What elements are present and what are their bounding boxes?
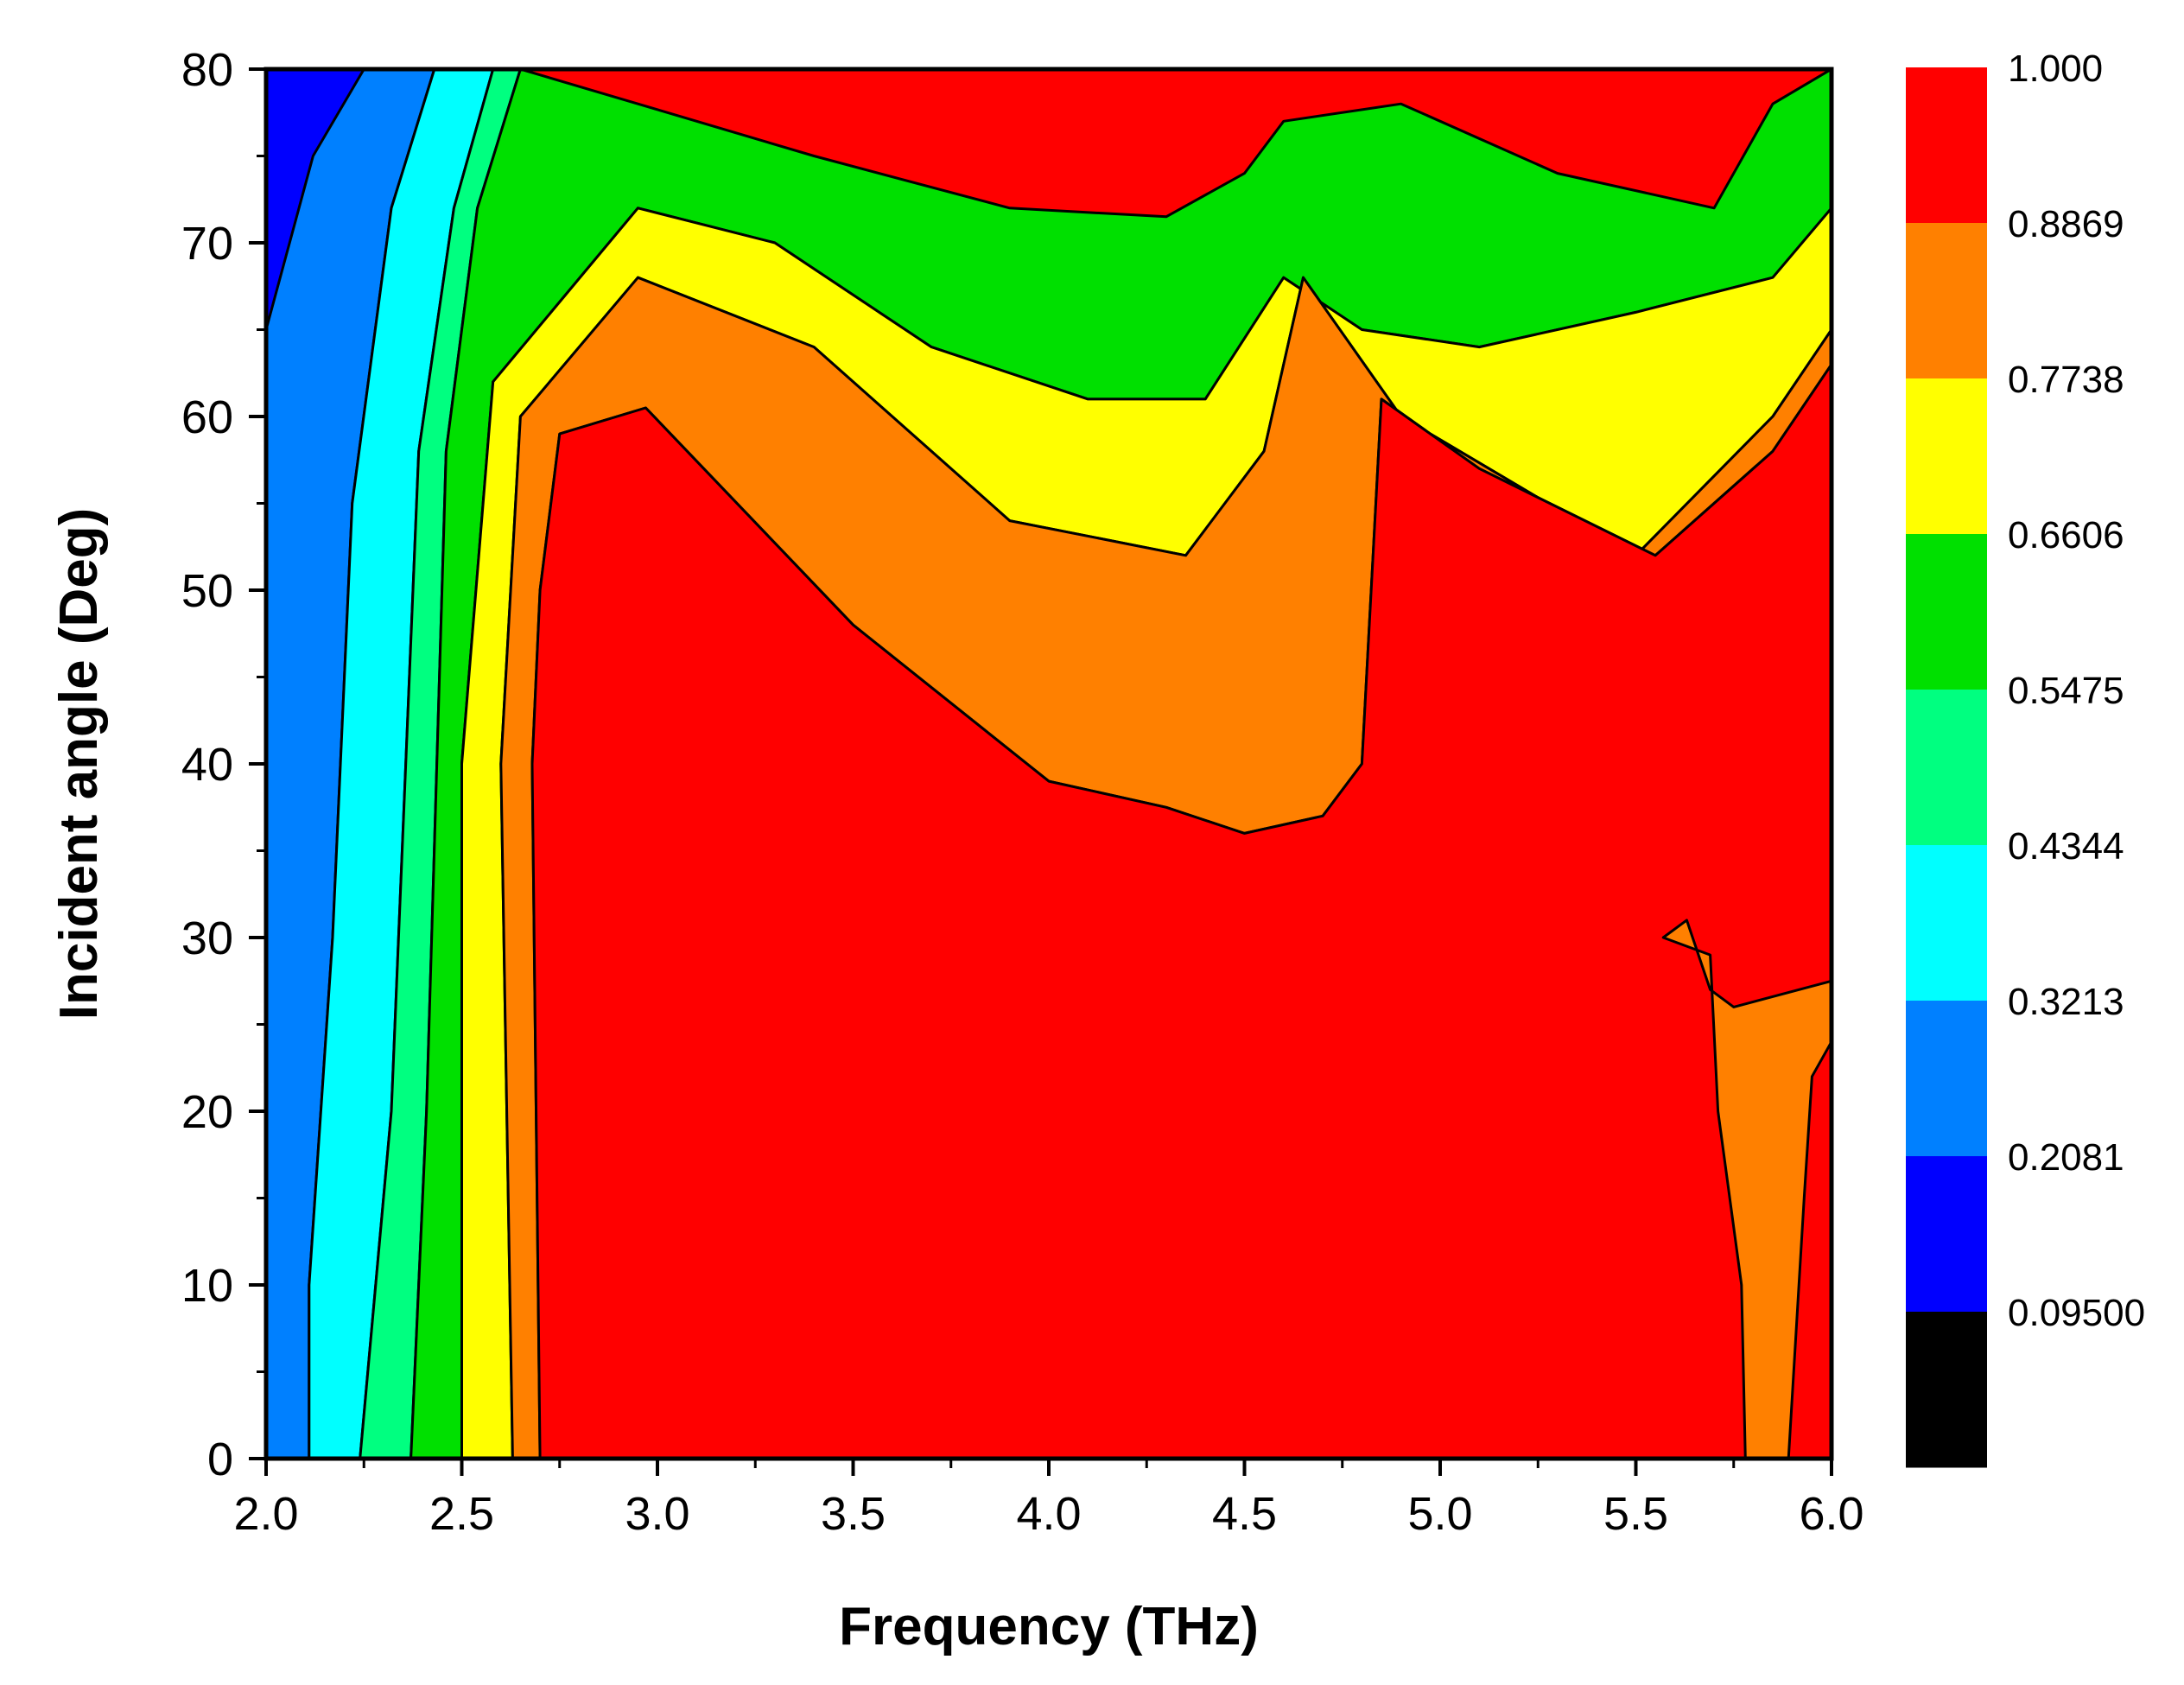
x-tick-label: 3.5 bbox=[821, 1488, 886, 1540]
y-tick-label: 50 bbox=[181, 565, 233, 617]
y-tick-label: 10 bbox=[181, 1260, 233, 1312]
y-tick-label: 70 bbox=[181, 218, 233, 270]
contour-bands bbox=[266, 69, 1832, 1459]
colorbar-label: 0.09500 bbox=[2008, 1292, 2145, 1334]
colorbar-label: 0.4344 bbox=[2008, 825, 2124, 868]
x-tick-label: 5.0 bbox=[1407, 1488, 1472, 1540]
colorbar-swatch bbox=[1906, 1156, 1987, 1313]
x-tick-label: 3.0 bbox=[625, 1488, 689, 1540]
x-axis-title: Frequency (THz) bbox=[839, 1597, 1259, 1656]
y-axis-title: Incident angle (Deg) bbox=[49, 508, 109, 1020]
x-tick-label: 6.0 bbox=[1799, 1488, 1863, 1540]
x-tick-label: 4.0 bbox=[1016, 1488, 1081, 1540]
x-tick-label: 4.5 bbox=[1212, 1488, 1277, 1540]
y-tick-label: 20 bbox=[181, 1086, 233, 1138]
y-tick-label: 60 bbox=[181, 391, 233, 443]
y-tick-label: 0 bbox=[207, 1434, 233, 1485]
colorbar-swatch bbox=[1906, 67, 1987, 224]
contour-band-7 bbox=[530, 363, 1832, 1459]
colorbar-swatch bbox=[1906, 1001, 1987, 1157]
x-axis: 2.0 2.5 3.0 3.5 4.0 4.5 5.0 5.5 6.0 bbox=[233, 1456, 1864, 1540]
colorbar-swatch bbox=[1906, 534, 1987, 690]
y-tick-label: 30 bbox=[181, 912, 233, 964]
colorbar-label: 0.8869 bbox=[2008, 203, 2124, 245]
colorbar-swatch bbox=[1906, 845, 1987, 1001]
colorbar-label: 0.5475 bbox=[2008, 670, 2124, 712]
x-tick-label: 2.5 bbox=[429, 1488, 494, 1540]
colorbar-label: 1.000 bbox=[2008, 48, 2103, 90]
colorbar-swatch bbox=[1906, 1312, 1987, 1468]
colorbar-swatch bbox=[1906, 223, 1987, 379]
y-axis: 0 10 20 30 40 50 60 70 80 bbox=[181, 44, 266, 1485]
colorbar-label: 0.3213 bbox=[2008, 981, 2124, 1023]
colorbar-label: 0.6606 bbox=[2008, 514, 2124, 556]
colorbar-label: 0.2081 bbox=[2008, 1136, 2124, 1179]
colorbar: 1.000 0.8869 0.7738 0.6606 0.5475 0.4344 0.321… bbox=[1906, 48, 2145, 1468]
y-tick-label: 80 bbox=[181, 44, 233, 96]
colorbar-swatch bbox=[1906, 690, 1987, 846]
contour-band-8 bbox=[1661, 919, 1832, 1459]
x-tick-label: 5.5 bbox=[1603, 1488, 1668, 1540]
y-tick-label: 40 bbox=[181, 739, 233, 791]
colorbar-label: 0.7738 bbox=[2008, 359, 2124, 401]
colorbar-swatch bbox=[1906, 378, 1987, 535]
x-tick-label: 2.0 bbox=[233, 1488, 298, 1540]
